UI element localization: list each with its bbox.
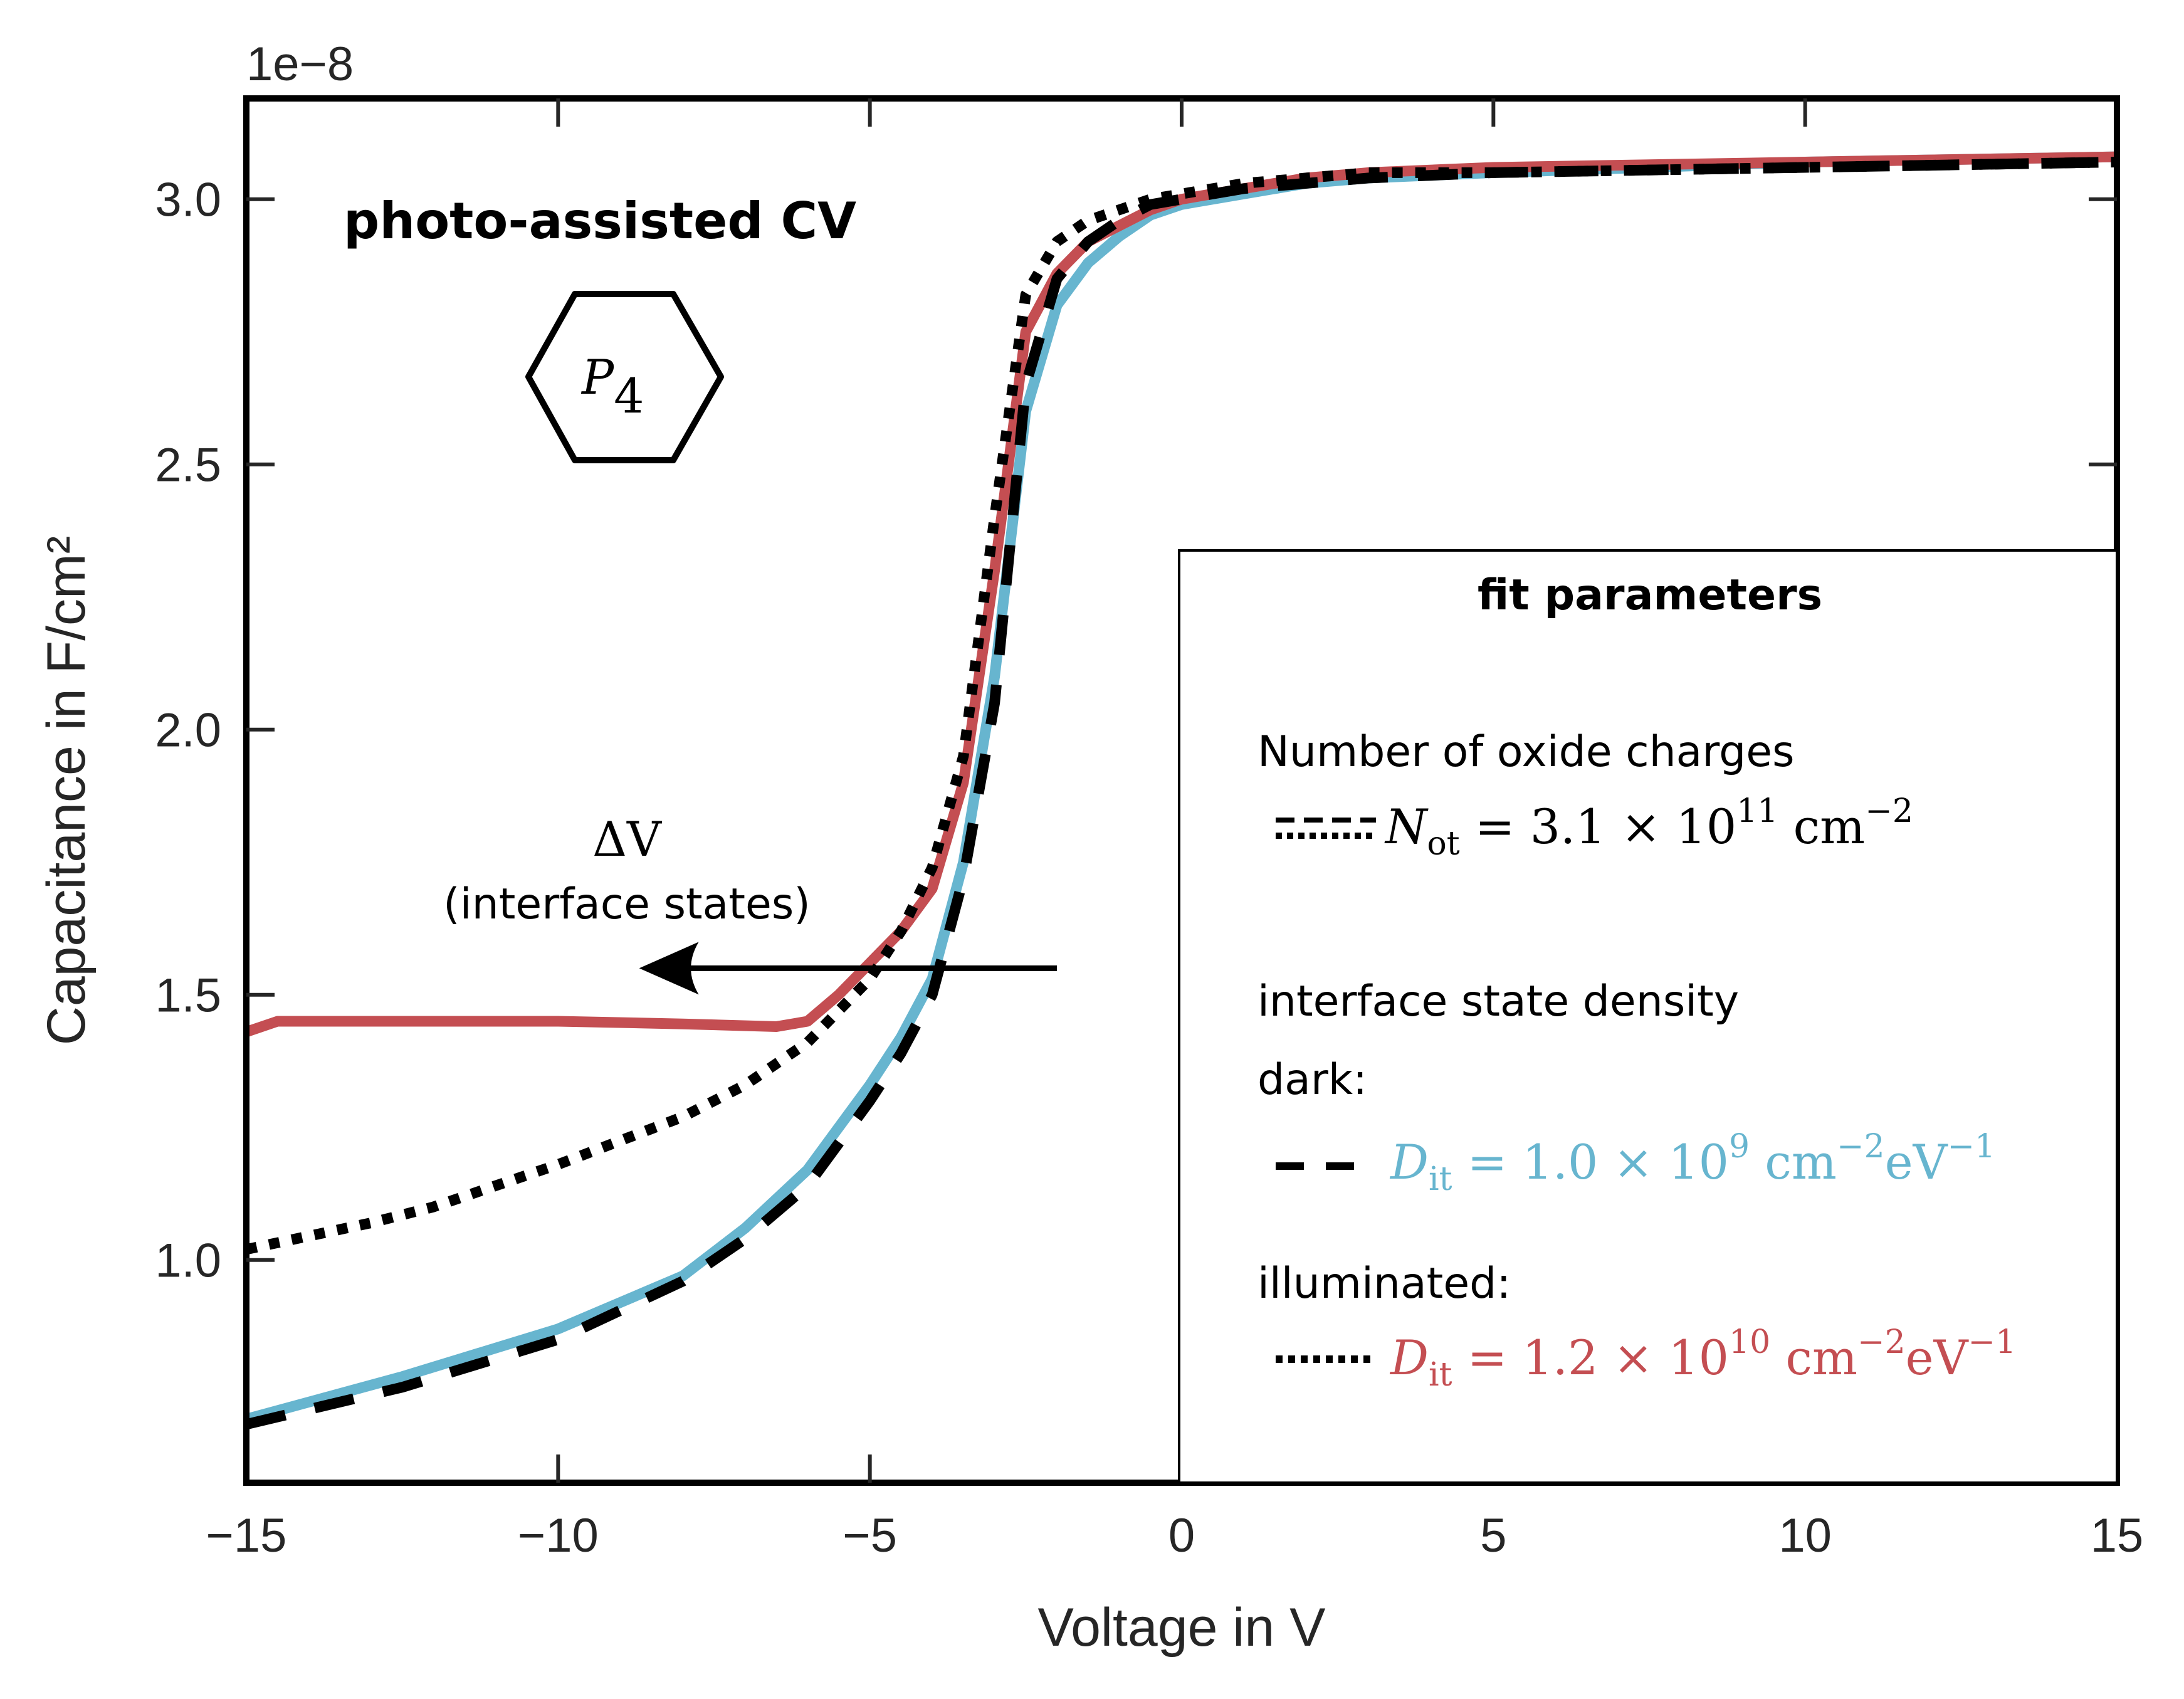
dark-unit-exp: −2 [1837,1128,1885,1165]
oxide-sub: ot [1427,825,1460,863]
legend-title: fit parameters [1478,571,1822,620]
p4-label: P4 [580,349,644,424]
oxide-heading: Number of oxide charges [1257,727,1795,777]
x-axis-label: Voltage in V [1037,1597,1325,1658]
y-axis-label: Capacitance in F/cm² [36,536,97,1046]
arrow-head-icon [639,942,699,995]
y-tick-label: 2.5 [155,439,221,492]
oxide-formula: Not = 3.1 × 1011 cm−2 [1384,792,1913,863]
illum-symbol: D [1389,1330,1429,1386]
dark-exp: 9 [1729,1128,1750,1165]
x-tick-label: 10 [1778,1509,1832,1562]
dark-label: dark: [1257,1055,1367,1105]
illum-unit2: eV [1906,1330,1969,1386]
p4-hexagon-marker: P4 [525,291,724,463]
dark-unit2-exp: −1 [1947,1128,1995,1165]
delta-v-arrow [639,942,1058,995]
hexagon-icon [525,291,724,463]
delta-v-symbol: ΔV [592,811,662,867]
x-tick-label: 15 [2091,1509,2144,1562]
y-tick-label: 1.0 [155,1234,221,1288]
illum-unit2-exp: −1 [1968,1323,2017,1361]
y-tick-label: 3.0 [155,174,221,227]
illum-unit-exp: −2 [1857,1323,1906,1361]
interface-heading: interface state density [1257,977,1739,1026]
p4-letter: P [580,349,615,405]
delta-v-caption: (interface states) [443,880,811,929]
illum-unit: cm [1770,1330,1857,1386]
oxide-line-sample [1276,818,1376,839]
legend-box [1178,549,2118,1484]
oxide-unit-exp: −2 [1865,792,1913,830]
illum-sub: it [1429,1356,1452,1394]
illuminated-label: illuminated: [1257,1259,1511,1308]
oxide-symbol: N [1384,799,1429,855]
p4-subscript: 4 [614,368,644,424]
x-tick-labels: −15 −10 −5 0 5 10 15 [206,1509,2144,1562]
y-tick-labels: 1.0 1.5 2.0 2.5 3.0 [155,174,221,1288]
dark-symbol: D [1389,1134,1429,1190]
y-offset-label: 1e−8 [246,38,354,91]
fit-parameters-legend: fit parameters Number of oxide charges N… [1178,549,2118,1484]
x-tick-label: 0 [1168,1509,1195,1562]
dark-value: = 1.0 × 10 [1452,1134,1729,1190]
illum-value: = 1.2 × 10 [1452,1330,1729,1386]
chart-title: photo-assisted CV [344,192,856,250]
dark-unit2: eV [1885,1134,1948,1190]
oxide-value: = 3.1 × 10 [1460,799,1737,855]
oxide-unit: cm [1778,799,1865,855]
x-tick-label: 5 [1480,1509,1506,1562]
series-layer [244,151,2118,1430]
illuminated-formula: Dit = 1.2 × 1010 cm−2eV−1 [1389,1323,2016,1394]
dark-sub: it [1429,1160,1452,1198]
x-tick-label: −5 [843,1509,897,1562]
x-tick-label: −15 [206,1509,287,1562]
dark-unit: cm [1750,1134,1837,1190]
dark-formula: Dit = 1.0 × 109 cm−2eV−1 [1389,1128,1995,1198]
illum-exp: 10 [1729,1323,1770,1361]
series-line-fit-dark-d-it-1-0e9 [245,157,2118,1430]
y-tick-label: 2.0 [155,704,221,757]
x-tick-label: −10 [518,1509,599,1562]
y-tick-label: 1.5 [155,969,221,1023]
oxide-exp: 11 [1736,792,1778,830]
